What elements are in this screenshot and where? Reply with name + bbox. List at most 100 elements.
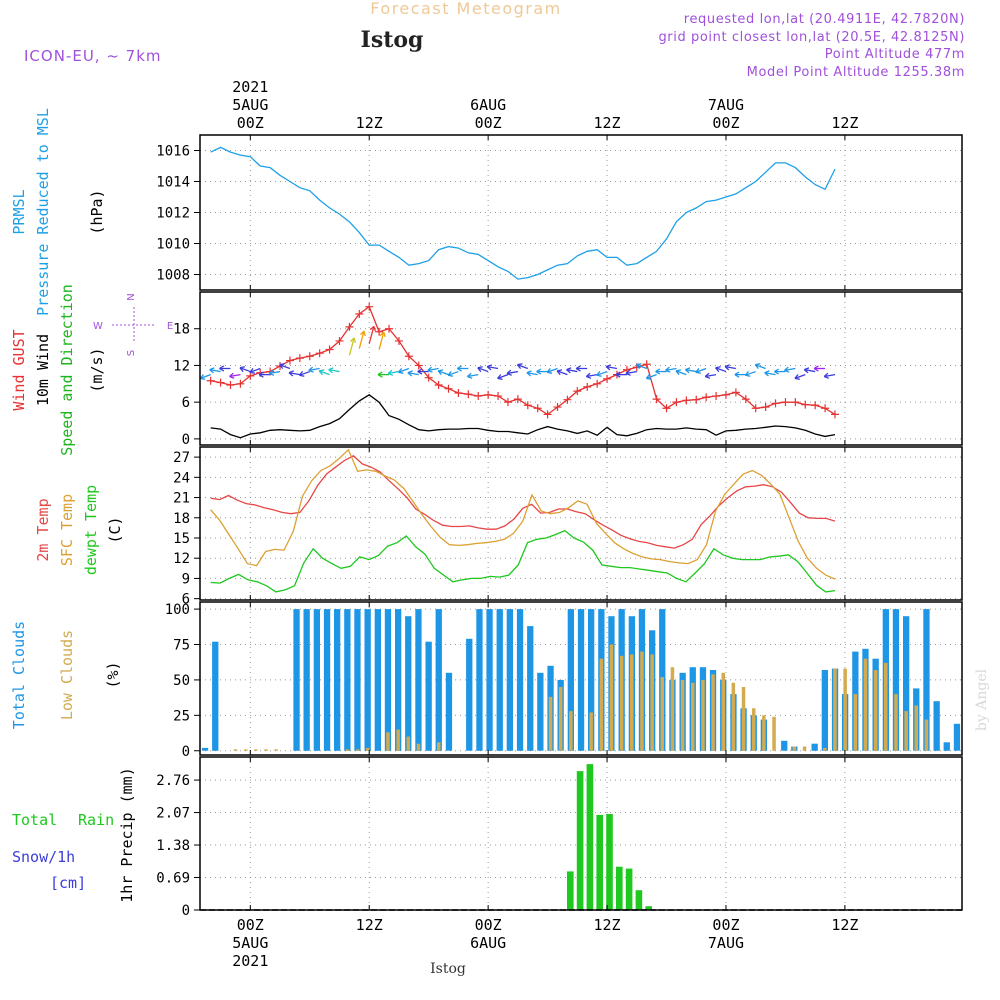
wind-direction-arrow <box>665 367 677 372</box>
wind-direction-arrowhead <box>605 364 612 371</box>
wind-gust-marker <box>682 396 691 405</box>
wind-direction-arrow <box>596 370 608 376</box>
low-clouds-bar <box>894 694 898 751</box>
compass-west: W <box>93 321 103 332</box>
wind-speed-line <box>210 394 836 439</box>
panel-frame-1 <box>199 291 963 446</box>
wind-gust-marker <box>761 403 770 412</box>
wind-direction-arrow <box>695 367 707 373</box>
wind-direction-arrowhead <box>506 369 512 376</box>
wind-direction-arrowhead <box>229 372 235 379</box>
low-clouds-bar <box>843 668 847 751</box>
wind-gust-marker <box>811 401 820 410</box>
rain-bar <box>586 764 594 910</box>
low-clouds-bar <box>345 749 350 751</box>
low-clouds-bar <box>691 682 695 751</box>
low-clouds-bar <box>274 749 278 751</box>
wind-direction-arrowhead <box>377 371 383 378</box>
wind-gust-marker <box>642 360 651 369</box>
model-label: ICON-EU, ~ 7km <box>24 47 162 65</box>
top-time-label: 00Z <box>237 114 264 132</box>
wind-gust-marker <box>216 378 225 387</box>
wind-direction-arrowhead <box>279 363 285 370</box>
wind-gust-line <box>210 305 836 416</box>
wind-gust-marker <box>246 371 255 380</box>
ytick-label-temperature: 15 <box>173 531 190 547</box>
rain-bar <box>635 890 643 910</box>
ytick-label-clouds: 100 <box>165 602 190 618</box>
low-clouds-bar <box>863 658 868 751</box>
low-clouds-bar <box>630 654 634 751</box>
wind-direction-arrow <box>288 372 300 376</box>
wind-gust-marker <box>494 392 503 401</box>
wind-direction-arrowhead <box>625 369 631 376</box>
wind-direction-arrow <box>804 369 816 373</box>
low-clouds-bar <box>823 747 827 751</box>
total-clouds-bar <box>303 609 310 751</box>
wind-direction-arrowhead <box>268 369 275 376</box>
wind-gust-marker <box>692 395 701 404</box>
ytick-label-wind: 0 <box>182 432 190 448</box>
wind-direction-arrowhead <box>704 372 711 379</box>
pressure-label: Pressure Reduced to MSL <box>34 108 52 316</box>
wind-direction-arrow <box>368 326 375 344</box>
wind-direction-arrowhead <box>536 368 542 375</box>
total-clouds-bar <box>466 638 473 751</box>
ytick-label-clouds: 75 <box>173 638 190 654</box>
low-clouds-bar <box>640 651 644 751</box>
low-clouds-bar <box>650 654 654 751</box>
pressure-unit-label: (hPa) <box>88 189 106 234</box>
wind-gust-marker <box>721 390 730 399</box>
ytick-label-pressure: 1012 <box>156 206 190 222</box>
wind-gust-marker <box>821 404 830 413</box>
total-clouds-bar <box>364 609 371 751</box>
wind-direction-arrow <box>675 370 687 376</box>
wind-direction-arrowhead <box>258 371 264 378</box>
rain-bar <box>596 814 603 910</box>
wind-gust-marker <box>484 390 493 399</box>
wind-gust-marker <box>385 324 394 333</box>
wind-direction-arrow <box>378 331 385 350</box>
low-clouds-bar <box>884 662 888 751</box>
wind-direction-arrowhead <box>566 367 572 374</box>
wind-direction-arrowhead <box>734 371 740 378</box>
wind-direction-arrowhead <box>784 366 790 373</box>
wind-direction-arrowhead <box>486 364 493 371</box>
wind-direction-arrow <box>646 374 657 379</box>
wind-direction-arrowhead <box>298 370 305 377</box>
wind-direction-arrowhead <box>308 366 314 373</box>
wind-gust-marker <box>434 381 443 390</box>
bottom-time-label: 12Z <box>356 916 383 934</box>
total-clouds-bar <box>395 609 402 751</box>
wind-direction-arrow <box>546 367 558 373</box>
low-clouds-bar <box>772 716 776 751</box>
temp-sfc-label: SFC Temp <box>58 494 76 566</box>
wind-direction-arrow <box>636 364 647 370</box>
ytick-label-temperature: 6 <box>182 592 190 608</box>
wind-direction-arrow <box>586 373 598 378</box>
total-clouds-bar <box>405 616 412 751</box>
wind-gust-marker <box>563 395 572 404</box>
bottom-time-label: 00Z <box>237 916 264 934</box>
wind-direction-arrowhead <box>427 366 433 373</box>
total-clouds-bar <box>445 672 453 751</box>
wind-direction-arrowhead <box>645 374 652 380</box>
wind-gust-marker <box>325 345 334 354</box>
ytick-label-precip: 0.69 <box>156 871 190 887</box>
low-clouds-bar <box>599 658 604 751</box>
total-clouds-bar <box>384 609 392 751</box>
wind-direction-arrowhead <box>715 366 721 373</box>
top-year-label: 2021 <box>232 78 268 96</box>
top-date-label: 7AUG <box>708 96 744 114</box>
ytick-label-temperature: 12 <box>173 551 190 567</box>
wind-gust-marker <box>335 336 344 345</box>
top-time-label: 12Z <box>594 114 621 132</box>
low-clouds-bar <box>711 674 715 751</box>
wind-direction-arrowhead <box>209 367 215 374</box>
compass-cross <box>112 307 156 343</box>
wind-direction-arrowhead <box>417 368 423 375</box>
wind-direction-arrow <box>477 367 489 373</box>
total-clouds-bar <box>577 609 585 751</box>
wind-gust-marker <box>513 395 522 404</box>
wind-direction-arrowhead <box>744 370 751 377</box>
